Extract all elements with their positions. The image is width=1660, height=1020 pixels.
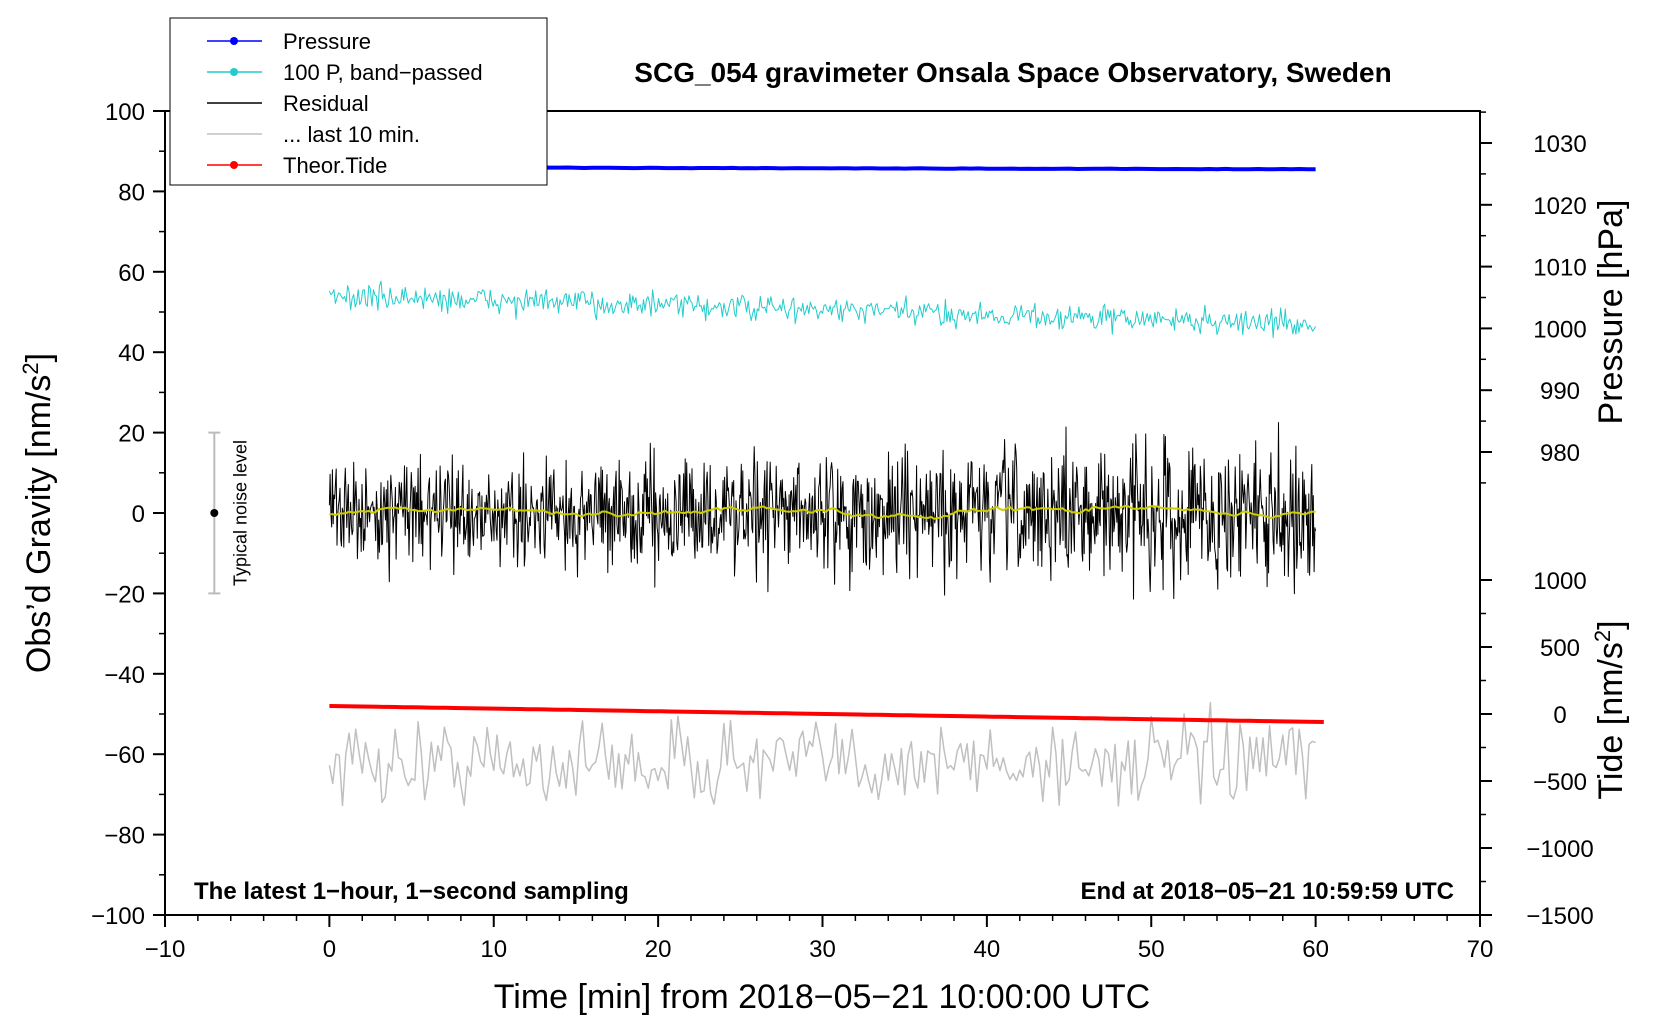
legend-label: 100 P, band−passed — [283, 60, 483, 85]
y-tick-label: −40 — [104, 662, 145, 689]
x-tick-label: 20 — [645, 936, 672, 963]
x-tick-label: 50 — [1138, 936, 1165, 963]
tide-tick-label: 500 — [1540, 635, 1580, 662]
y-tick-label: 20 — [118, 421, 145, 448]
noise-bar-center — [210, 509, 219, 517]
pressure-tick-label: 1000 — [1533, 316, 1586, 343]
noise-bar-label: Typical noise level — [230, 440, 250, 586]
x-tick-label: 30 — [809, 936, 836, 963]
y-axis-label-sup: 2 — [18, 362, 43, 374]
tide-tick-label: −1000 — [1526, 836, 1593, 863]
y-tick-label: 80 — [118, 179, 145, 206]
legend-label: Residual — [283, 91, 369, 116]
noise-bar — [208, 431, 221, 595]
pressure-axis-label: Pressure [hPa] — [1592, 200, 1630, 425]
x-tick-label: 40 — [974, 936, 1001, 963]
series-100-p-band-passed — [328, 280, 1317, 339]
legend-swatch-marker — [230, 37, 238, 45]
y-tick-label: −20 — [104, 581, 145, 608]
tide-axis-label-end: ] — [1592, 620, 1630, 629]
x-tick-label: 0 — [323, 936, 336, 963]
x-tick-label: 10 — [480, 936, 507, 963]
x-tick-label: 60 — [1302, 936, 1329, 963]
y-axis: −100 −80 −60 −40 −20 0 20 40 60 80 100 — [91, 99, 165, 930]
tide-axis-label-sup: 2 — [1590, 630, 1615, 642]
legend-label: Theor.Tide — [283, 153, 387, 178]
y-tick-label: 40 — [118, 340, 145, 367]
x-tick-label: 70 — [1467, 936, 1494, 963]
y-axis-label: Obs’d Gravity [nm/s2] — [18, 353, 59, 673]
legend-label: ... last 10 min. — [283, 122, 420, 147]
x-axis-label: Time [min] from 2018−05−21 10:00:00 UTC — [494, 978, 1150, 1016]
tide-tick-label: 0 — [1553, 702, 1566, 729]
pressure-tick-label: 1020 — [1533, 193, 1586, 220]
series-theor-tide — [329, 704, 1324, 724]
x-axis: −10 0 10 20 30 40 50 60 70 — [145, 915, 1494, 963]
legend-swatch-marker — [230, 161, 238, 169]
tide-axis-label-main: Tide [nm/s — [1592, 642, 1630, 799]
y-tick-label: 60 — [118, 260, 145, 287]
x-tick-label: −10 — [145, 936, 186, 963]
y-axis-label-end: ] — [20, 353, 58, 362]
pressure-tick-label: 1010 — [1533, 255, 1586, 282]
y-tick-label: −80 — [104, 823, 145, 850]
y-axis-label-main: Obs’d Gravity [nm/s — [20, 375, 58, 674]
tide-tick-label: −1500 — [1526, 903, 1593, 930]
legend-swatch-marker — [230, 68, 238, 76]
tide-tick-label: 1000 — [1533, 568, 1586, 595]
pressure-tick-label: 980 — [1540, 440, 1580, 467]
series-layer — [328, 165, 1324, 807]
tide-axis-label: Tide [nm/s2] — [1590, 620, 1631, 799]
series-last-10-min — [328, 701, 1316, 807]
tide-tick-label: −500 — [1533, 769, 1587, 796]
y-tick-label: −60 — [104, 742, 145, 769]
annotation-sampling: The latest 1−hour, 1−second sampling — [194, 878, 629, 905]
series-running-mean — [329, 504, 1316, 520]
y-tick-label: −100 — [91, 903, 145, 930]
right-axis: 980 990 1000 1010 1020 1030 −1500 −1000 −500 0 500… — [1480, 111, 1594, 930]
pressure-tick-label: 1030 — [1533, 131, 1586, 158]
annotation-end-time: End at 2018−05−21 10:59:59 UTC — [1080, 878, 1454, 905]
legend-box — [169, 17, 548, 186]
y-tick-label: 0 — [132, 501, 145, 528]
legend-label: Pressure — [283, 29, 371, 54]
chart-title: SCG_054 gravimeter Onsala Space Observat… — [634, 57, 1391, 88]
y-tick-label: 100 — [105, 99, 145, 126]
pressure-tick-label: 990 — [1540, 378, 1580, 405]
legend: Pressure 100 P, band−passed Residual ... la… — [169, 17, 548, 186]
series-residual — [328, 422, 1317, 600]
